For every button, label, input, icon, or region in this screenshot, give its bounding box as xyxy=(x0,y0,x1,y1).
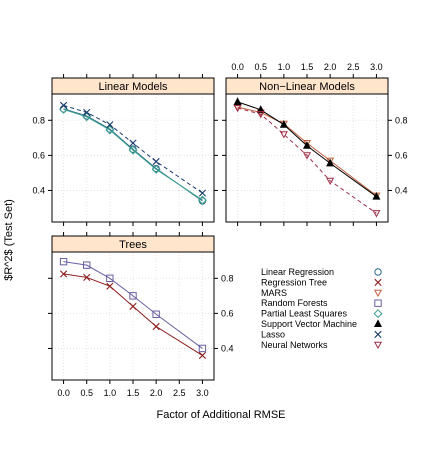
series-line xyxy=(237,101,377,197)
series-line xyxy=(63,273,203,356)
data-point xyxy=(256,111,265,119)
legend-symbol xyxy=(374,268,382,276)
data-point xyxy=(129,302,137,310)
data-point xyxy=(326,177,335,186)
data-point xyxy=(372,191,381,200)
x-tick-label: 1.0 xyxy=(278,62,291,72)
data-point xyxy=(59,101,68,109)
y-tick-label: 0.4 xyxy=(221,343,234,353)
series-line xyxy=(63,261,203,349)
data-point xyxy=(83,108,91,116)
x-tick-label: 1.5 xyxy=(301,62,314,72)
x-tick-label: 0.5 xyxy=(80,388,93,398)
data-point xyxy=(152,157,160,166)
x-tick-label: 1.5 xyxy=(127,388,140,398)
data-point xyxy=(129,292,137,300)
data-point xyxy=(372,210,381,218)
panel-title: Linear Models xyxy=(98,81,168,93)
x-tick-label: 2.0 xyxy=(150,388,163,398)
legend-symbol xyxy=(373,309,383,319)
x-axis-label: Factor of Additional RMSE xyxy=(156,409,285,421)
series-line xyxy=(63,108,203,201)
data-point xyxy=(128,145,138,155)
data-point xyxy=(198,344,207,353)
x-tick-label: 0.5 xyxy=(254,62,267,72)
data-point xyxy=(83,261,91,269)
data-point xyxy=(197,195,207,205)
data-point xyxy=(152,310,160,318)
legend-label: Neural Networks xyxy=(261,340,328,350)
legend-symbol xyxy=(374,330,382,338)
data-point xyxy=(326,157,335,165)
data-point xyxy=(302,152,312,160)
data-point xyxy=(152,322,160,331)
y-tick-label: 0.6 xyxy=(221,308,234,318)
data-point xyxy=(59,257,68,266)
legend-label: MARS xyxy=(261,288,287,298)
data-point xyxy=(151,164,161,174)
data-point xyxy=(279,120,288,128)
data-point xyxy=(106,282,114,290)
data-point xyxy=(83,273,91,282)
data-point xyxy=(233,104,242,113)
legend-symbol xyxy=(373,341,383,350)
panel-title: Non−Linear Models xyxy=(259,81,355,93)
legend-label: Regression Tree xyxy=(261,277,327,287)
y-axis-label: $R^2$ (Test Set) xyxy=(3,199,15,281)
y-tick-label: 0.6 xyxy=(395,150,408,160)
legend-symbol xyxy=(374,278,382,286)
legend-label: Partial Least Squares xyxy=(261,309,348,319)
data-point xyxy=(302,140,312,148)
series-line xyxy=(237,106,377,197)
panel-title: Trees xyxy=(119,239,147,251)
legend-label: Random Forests xyxy=(261,298,328,308)
y-tick-label: 0.6 xyxy=(32,150,45,160)
series-line xyxy=(63,104,203,194)
data-point xyxy=(106,121,114,129)
y-tick-label: 0.8 xyxy=(32,115,45,125)
y-tick-label: 0.4 xyxy=(395,185,408,195)
data-point xyxy=(105,125,115,135)
y-tick-label: 0.8 xyxy=(221,273,234,283)
legend-label: Support Vector Machine xyxy=(261,319,357,329)
legend-symbol xyxy=(374,299,382,307)
data-point xyxy=(302,141,312,149)
data-point xyxy=(198,351,207,360)
data-point xyxy=(279,131,288,139)
x-tick-label: 0.0 xyxy=(57,388,70,398)
data-point xyxy=(59,270,68,278)
data-point xyxy=(106,274,114,283)
x-tick-label: 3.0 xyxy=(196,388,209,398)
x-tick-label: 2.0 xyxy=(324,62,337,72)
data-point xyxy=(256,105,265,113)
x-tick-label: 1.0 xyxy=(104,388,117,398)
legend-label: Linear Regression xyxy=(261,267,334,277)
x-tick-label: 0.0 xyxy=(231,62,244,72)
y-tick-label: 0.8 xyxy=(395,115,408,125)
legend-symbol xyxy=(373,289,383,298)
data-point xyxy=(233,97,242,105)
data-point xyxy=(326,158,335,167)
data-point xyxy=(198,189,207,197)
x-tick-label: 2.5 xyxy=(173,388,186,398)
x-tick-label: 3.0 xyxy=(370,62,383,72)
legend-label: Lasso xyxy=(261,329,285,339)
data-point xyxy=(129,139,137,147)
legend-symbol xyxy=(373,319,383,328)
series-line xyxy=(237,107,377,214)
x-tick-label: 2.5 xyxy=(347,62,360,72)
y-tick-label: 0.4 xyxy=(32,185,45,195)
